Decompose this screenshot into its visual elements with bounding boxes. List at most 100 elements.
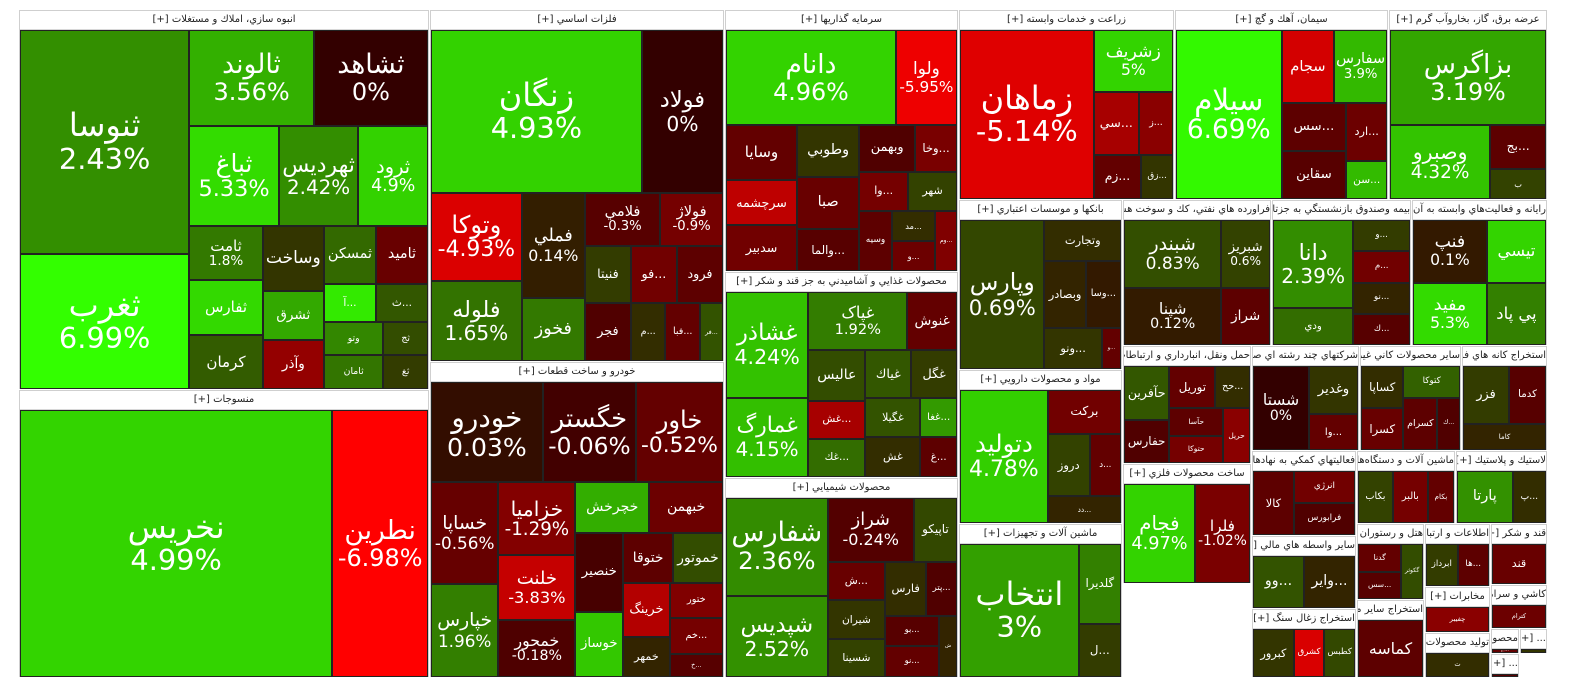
stock-tile[interactable]: ثالوند 3.56% [189,30,314,126]
stock-tile[interactable]: غش [865,437,921,477]
stock-tile[interactable]: ش... [827,561,886,601]
stock-tile[interactable]: غشاذر 4.24% [726,292,809,398]
sector-header[interactable]: توليد محصولات كامپيوتري الكترونيكي ونوري… [1426,634,1489,653]
stock-tile[interactable]: خمحور -0.18% [498,620,576,677]
stock-tile[interactable]: فملي 0.14% [521,193,585,299]
stock-tile[interactable]: و... [1101,327,1121,369]
stock-tile[interactable]: پارتا [1457,471,1513,523]
stock-tile[interactable]: شستا 0% [1253,366,1309,450]
stock-tile[interactable]: كاما [1463,424,1546,450]
stock-tile[interactable]: م... [1353,251,1410,283]
stock-tile[interactable]: ب [1490,169,1546,199]
stock-tile[interactable]: وو... [1253,556,1304,608]
stock-tile[interactable]: و... [1353,220,1410,252]
stock-tile[interactable]: م... [630,303,666,361]
sector-header[interactable]: سيمان، آهك و گچ [+] [1176,11,1387,30]
stock-tile[interactable]: ثرود 4.9% [358,126,428,227]
stock-tile[interactable]: پي پاد [1486,282,1546,345]
sector-header[interactable]: ماشين آلات و تجهيزات [+] [960,525,1121,544]
stock-tile[interactable]: ز... [1138,92,1173,155]
stock-tile[interactable]: وم... [935,211,957,271]
stock-tile[interactable]: كساپا [1361,366,1404,408]
stock-tile[interactable]: پ... [1512,471,1546,523]
stock-tile[interactable]: زق... [1141,154,1173,199]
sector-header[interactable]: ماشين آلات و دستگاه‌هاي برقي [+] [1358,452,1454,471]
stock-tile[interactable]: كترام [1492,605,1546,628]
stock-tile[interactable]: خنصير [575,533,624,612]
stock-tile[interactable]: ثغرب 6.99% [20,253,190,389]
sector-header[interactable]: سرمايه گذاريها [+] [726,11,957,30]
stock-tile[interactable]: غ... [920,437,957,477]
stock-tile[interactable]: سجام [1281,30,1335,104]
stock-tile[interactable]: ك... [1353,313,1410,345]
stock-tile[interactable]: گكوثر [1401,544,1423,599]
stock-tile[interactable]: ت [1426,653,1489,677]
stock-tile[interactable]: بكام [1427,471,1454,523]
stock-tile[interactable]: ختوقا [623,533,674,584]
stock-tile[interactable]: ثامان [323,355,384,389]
stock-tile[interactable]: وسيه [859,211,892,271]
stock-tile[interactable]: غغا... [920,397,957,438]
stock-tile[interactable]: فلرا -1.02% [1194,484,1250,583]
stock-tile[interactable]: حآسا [1169,408,1224,436]
stock-tile[interactable]: ثامت 1.8% [189,226,263,281]
stock-tile[interactable]: خمهر [623,636,670,677]
sector-header[interactable]: ... [+] [1521,630,1546,649]
stock-tile[interactable]: وتوكا -4.93% [431,193,522,281]
stock-tile[interactable]: وا... [859,171,909,212]
stock-tile[interactable]: غك... [808,439,866,477]
stock-tile[interactable]: غنوش [907,292,957,351]
stock-tile[interactable]: زماهان -5.14% [960,30,1094,199]
stock-tile[interactable]: حريل [1223,408,1250,463]
stock-tile[interactable]: وا... [1309,414,1358,450]
stock-tile[interactable]: توريل [1169,366,1216,409]
stock-tile[interactable]: غپاک 1.92% [808,292,908,351]
stock-tile[interactable]: وخا... [915,125,957,172]
stock-tile[interactable]: كشرق [1293,629,1325,677]
stock-tile[interactable] [1492,674,1518,677]
stock-tile[interactable]: سرچشمه [726,179,798,226]
stock-tile[interactable]: ل... [1078,623,1121,677]
sector-header[interactable]: زراعت و خدمات وابسته [+] [960,11,1173,30]
stock-tile[interactable]: وسايا [726,125,798,180]
stock-tile[interactable]: فبا... [665,303,700,361]
stock-tile[interactable]: ثمسكن [323,226,376,284]
stock-tile[interactable]: زشريف 5% [1093,30,1173,93]
stock-tile[interactable]: فولاد 0% [641,30,723,194]
stock-tile[interactable]: شيران [827,600,886,639]
sector-header[interactable]: خودرو و ساخت قطعات [+] [431,363,723,382]
stock-tile[interactable]: خپارس 1.96% [431,584,499,677]
stock-tile[interactable]: سي... [1093,92,1139,155]
stock-tile[interactable]: خ... [669,653,723,677]
stock-tile[interactable]: صبا [797,177,860,230]
sector-header[interactable]: ... [+] [1492,655,1518,674]
stock-tile[interactable]: فو... [630,245,677,304]
stock-tile[interactable]: فجر [584,303,631,361]
stock-tile[interactable]: نو... [1353,282,1410,314]
stock-tile[interactable]: ث... [375,283,428,322]
stock-tile[interactable]: دد... [1047,496,1121,523]
sector-header[interactable]: بانكها و موسسات اعتباري [+] [960,201,1121,220]
stock-tile[interactable]: خاور -0.52% [636,382,723,483]
stock-tile[interactable]: دتوليد 4.78% [960,390,1048,523]
stock-tile[interactable]: ثهرديس 2.42% [278,126,359,227]
stock-tile[interactable]: بج... [1490,125,1546,170]
stock-tile[interactable]: قند [1492,544,1546,584]
sector-header[interactable]: استخراج زغال سنگ [+] [1253,610,1355,629]
stock-tile[interactable]: فلوله 1.65% [431,280,522,361]
stock-tile[interactable]: سن... [1346,160,1387,199]
stock-tile[interactable]: وسا... [1085,261,1121,328]
stock-tile[interactable]: سس... [1358,571,1402,599]
stock-tile[interactable]: تيسي [1486,220,1546,283]
stock-tile[interactable]: كسرا [1361,408,1404,450]
stock-tile[interactable]: وآذر [262,340,324,389]
stock-tile[interactable]: كماسه [1358,620,1423,677]
stock-tile[interactable]: گدنا [1358,544,1402,572]
sector-header[interactable]: شركتهاي چند رشته اي صنعتي [+] [1253,347,1358,366]
stock-tile[interactable]: ارد... [1346,103,1387,161]
sector-header[interactable]: حمل ونقل، انبارداري و ارتباطات [+] [1124,347,1250,366]
stock-tile[interactable]: خوساز [575,611,624,677]
stock-tile[interactable]: مد... [891,211,936,242]
stock-tile[interactable]: خم... [669,618,723,654]
stock-tile[interactable]: شبريز 0.6% [1221,220,1270,289]
